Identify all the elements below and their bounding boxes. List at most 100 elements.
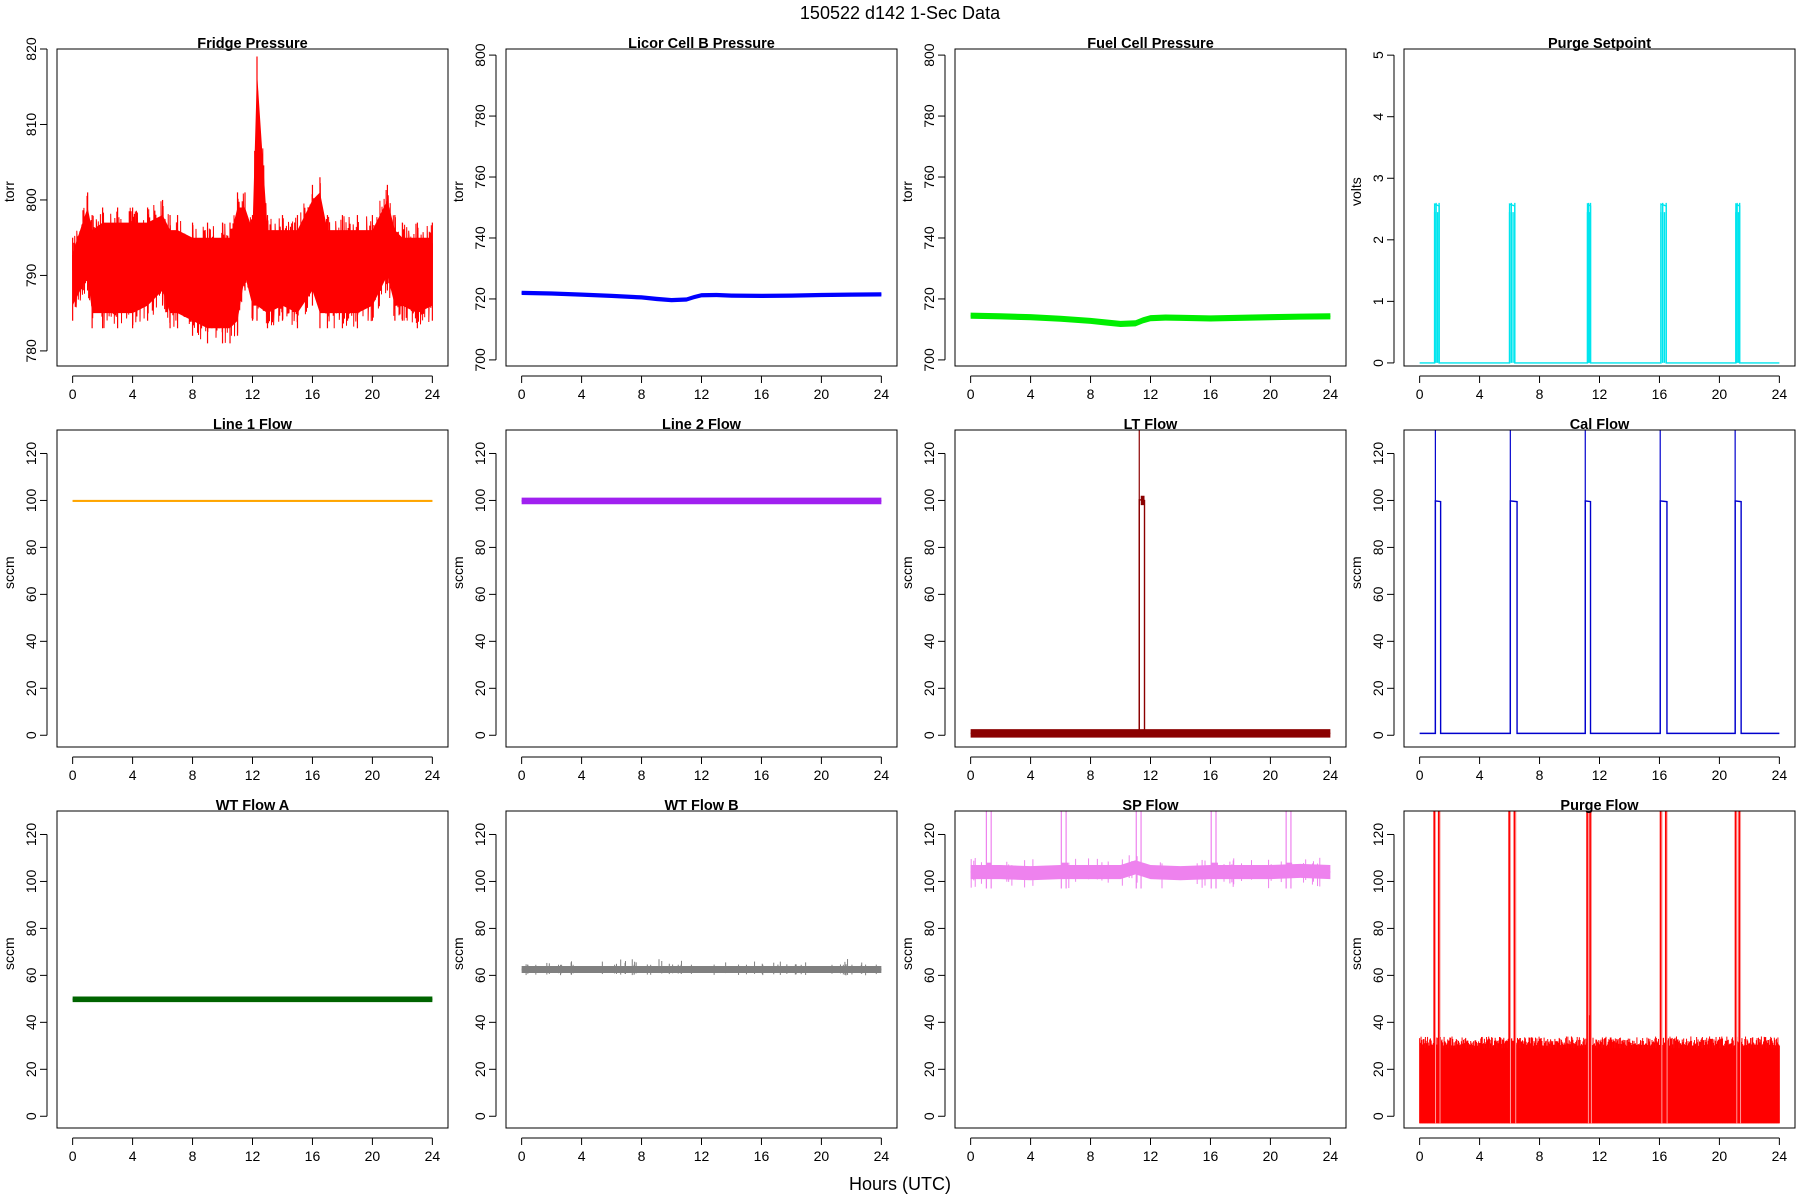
x-tick-label: 12 [1143, 767, 1159, 783]
y-tick-label: 60 [472, 967, 488, 983]
x-tick-label: 16 [1203, 1148, 1219, 1164]
y-tick-label: 80 [23, 539, 39, 555]
y-tick-label: 60 [472, 586, 488, 602]
y-tick-label: 60 [921, 586, 937, 602]
plot-area [970, 811, 1331, 889]
y-tick-label: 20 [921, 1061, 937, 1077]
x-tick-label: 4 [578, 386, 586, 402]
x-tick-label: 20 [365, 1148, 381, 1164]
y-axis: 0 20 40 60 80 100 120 [23, 823, 48, 1120]
x-tick-label: 20 [1263, 386, 1279, 402]
y-tick-label: 120 [23, 442, 39, 466]
x-tick-label: 24 [1772, 767, 1788, 783]
x-tick-label: 24 [425, 386, 441, 402]
y-tick-label: 40 [472, 633, 488, 649]
x-axis: 0 4 8 12 16 20 24 [967, 756, 1338, 783]
y-tick-label: 5 [1370, 51, 1386, 59]
plot-frame [505, 48, 898, 367]
panel-title: Fuel Cell Pressure [1087, 36, 1214, 52]
y-axis: 0 20 40 60 80 100 120 [472, 442, 497, 739]
y-axis: 0 20 40 60 80 100 120 [1370, 442, 1395, 739]
y-tick-label: 120 [472, 442, 488, 466]
panel-title: SP Flow [1122, 798, 1179, 814]
panel-sp-flow: SP Flow 0 4 8 12 16 20 24 0 20 40 60 80 100 120 sccm [899, 798, 1347, 1164]
y-tick-label: 80 [921, 539, 937, 555]
y-axis: 780 790 800 810 820 [23, 37, 48, 363]
y-axis-label: sccm [899, 937, 915, 970]
x-tick-label: 24 [1772, 1148, 1788, 1164]
y-tick-label: 100 [23, 870, 39, 894]
x-tick-label: 20 [365, 386, 381, 402]
panel-title: Purge Setpoint [1548, 36, 1651, 52]
x-tick-label: 16 [305, 386, 321, 402]
y-tick-label: 100 [921, 870, 937, 894]
y-tick-label: 100 [23, 489, 39, 513]
plot-frame [954, 429, 1347, 748]
x-axis: 0 4 8 12 16 20 24 [518, 375, 889, 402]
plot-frame [1403, 48, 1796, 367]
y-tick-label: 20 [23, 680, 39, 696]
figure-suptitle: 150522 d142 1-Sec Data [800, 3, 1001, 23]
panel-wt-flow-b: WT Flow B 0 4 8 12 16 20 24 0 20 40 60 80 100 120 sccm [450, 798, 898, 1164]
y-tick-label: 800 [23, 188, 39, 212]
y-tick-label: 120 [1370, 442, 1386, 466]
panel-fuel-cell-pressure: Fuel Cell Pressure 0 4 8 12 16 20 24 700 720 740 76… [899, 36, 1347, 402]
plot-area [72, 56, 433, 344]
y-tick-label: 80 [23, 920, 39, 936]
x-axis: 0 4 8 12 16 20 24 [1416, 1137, 1788, 1164]
y-tick-label: 40 [1370, 633, 1386, 649]
plot-frame [1403, 810, 1796, 1129]
x-tick-label: 24 [1772, 386, 1788, 402]
y-axis: 0 20 40 60 80 100 120 [1370, 823, 1395, 1120]
x-tick-label: 16 [754, 767, 770, 783]
x-axis: 0 4 8 12 16 20 24 [967, 375, 1338, 402]
plot-area [970, 430, 1331, 738]
y-tick-label: 120 [921, 442, 937, 466]
x-tick-label: 20 [814, 386, 830, 402]
plot-frame [954, 810, 1347, 1129]
x-tick-label: 4 [578, 767, 586, 783]
y-axis-label: torr [450, 181, 466, 202]
x-tick-label: 0 [518, 1148, 526, 1164]
x-tick-label: 20 [1712, 767, 1728, 783]
series-line [521, 291, 882, 302]
y-tick-label: 40 [23, 633, 39, 649]
y-tick-label: 100 [472, 489, 488, 513]
x-tick-label: 4 [1476, 386, 1484, 402]
y-axis-label: sccm [450, 937, 466, 970]
y-tick-label: 60 [1370, 967, 1386, 983]
x-tick-label: 0 [518, 767, 526, 783]
x-tick-label: 8 [1536, 386, 1544, 402]
x-tick-label: 12 [245, 386, 261, 402]
y-tick-label: 720 [921, 287, 937, 311]
x-tick-label: 16 [1652, 1148, 1668, 1164]
x-tick-label: 0 [69, 767, 77, 783]
panel-title: Purge Flow [1560, 798, 1639, 814]
y-axis-label: torr [1, 181, 17, 202]
x-axis: 0 4 8 12 16 20 24 [1416, 375, 1788, 402]
x-tick-label: 0 [967, 1148, 975, 1164]
x-tick-label: 20 [1712, 1148, 1728, 1164]
plot-frame [505, 429, 898, 748]
y-tick-label: 4 [1370, 113, 1386, 121]
series-pulse [1286, 862, 1293, 873]
x-tick-label: 0 [967, 386, 975, 402]
y-axis: 0 1 2 3 4 5 [1370, 51, 1395, 367]
x-tick-label: 12 [694, 767, 710, 783]
y-tick-label: 100 [1370, 870, 1386, 894]
panel-title: Licor Cell B Pressure [628, 36, 775, 52]
x-tick-label: 0 [1416, 1148, 1424, 1164]
x-tick-label: 4 [1027, 767, 1035, 783]
y-tick-label: 100 [472, 870, 488, 894]
y-tick-label: 20 [1370, 680, 1386, 696]
y-tick-label: 820 [23, 37, 39, 61]
panel-line-1-flow: Line 1 Flow 0 4 8 12 16 20 24 0 20 40 60 80 100 120 scc… [1, 417, 449, 783]
series-band [521, 290, 882, 303]
plot-frame [505, 810, 898, 1129]
panel-title: WT Flow A [216, 798, 290, 814]
y-tick-label: 0 [1370, 359, 1386, 367]
x-axis: 0 4 8 12 16 20 24 [69, 1137, 440, 1164]
series-line [970, 498, 1331, 735]
panel-fridge-pressure: Fridge Pressure 0 4 8 12 16 20 24 780 790 800 810 82… [1, 36, 449, 402]
